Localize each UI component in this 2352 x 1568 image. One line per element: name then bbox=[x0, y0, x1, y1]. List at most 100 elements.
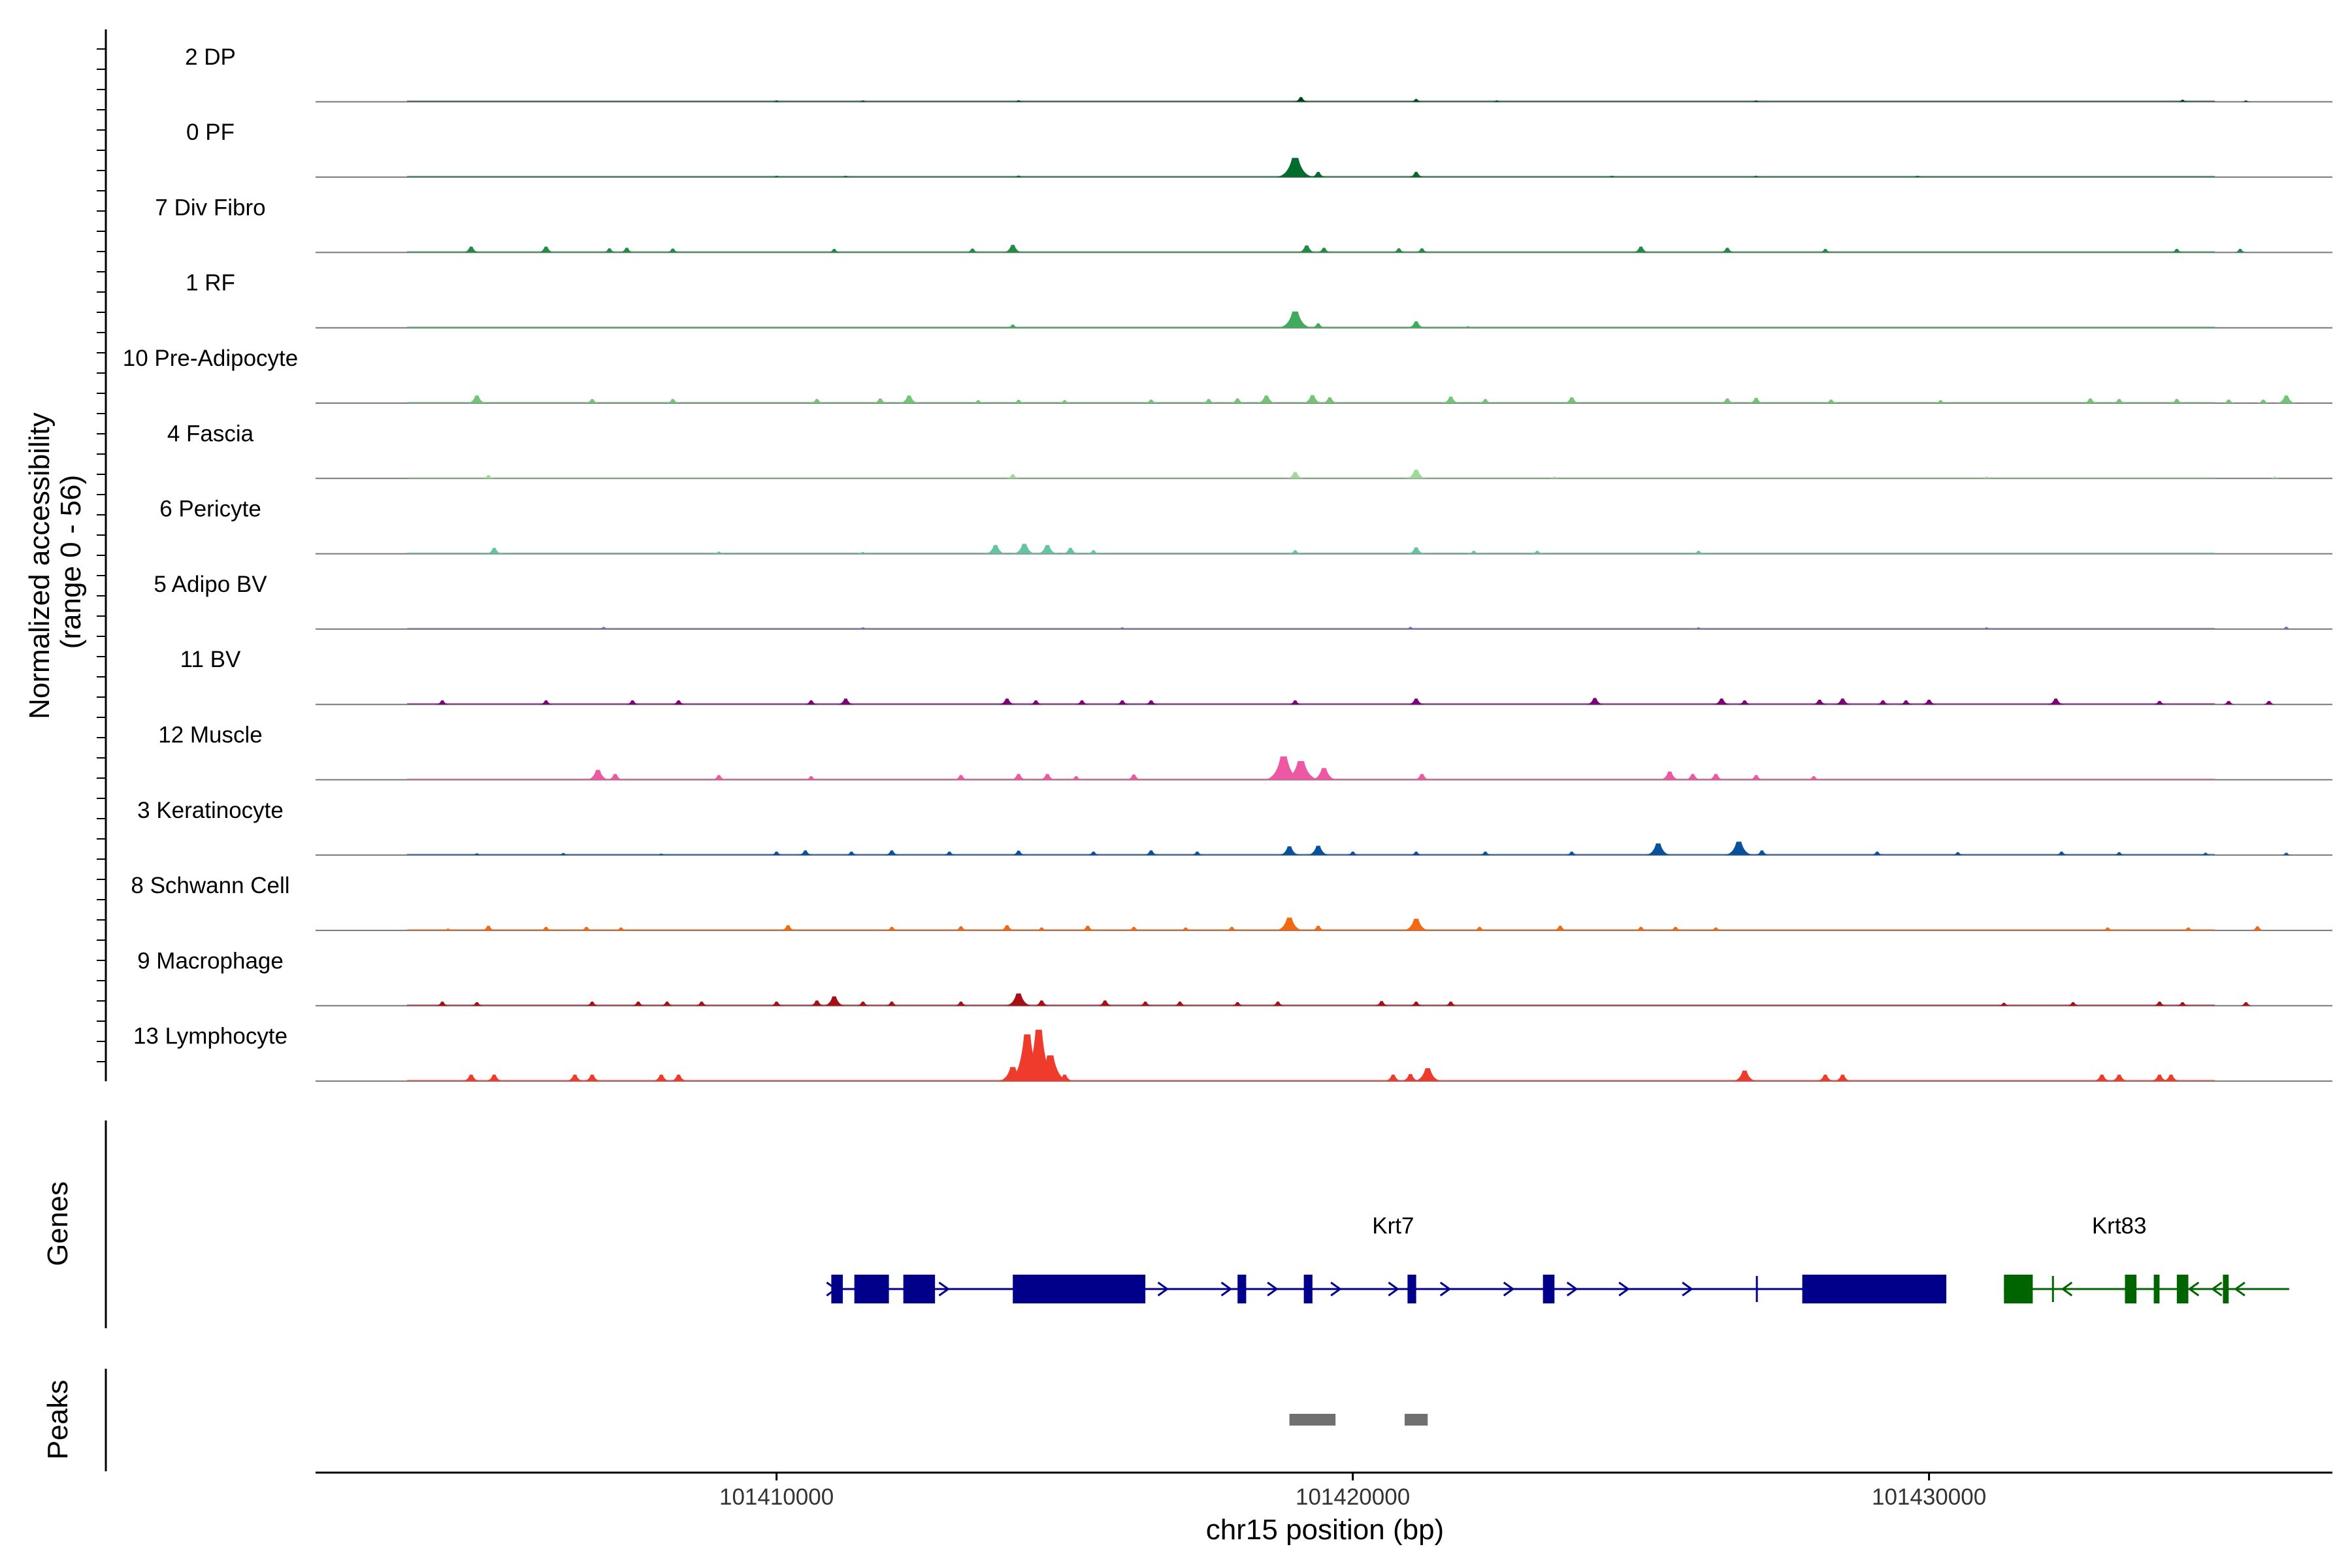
track-label: 9 Macrophage bbox=[137, 948, 284, 973]
coverage-peak bbox=[804, 776, 819, 780]
track-label: 6 Pericyte bbox=[159, 497, 261, 522]
coverage-peak bbox=[1658, 772, 1681, 780]
coverage-peak bbox=[434, 1002, 450, 1006]
coverage-peak bbox=[1754, 850, 1771, 855]
coverage-peak bbox=[2233, 249, 2247, 253]
coverage-peak bbox=[1478, 851, 1493, 855]
strand-arrow bbox=[2234, 1281, 2246, 1297]
coverage-peak bbox=[1747, 397, 1765, 403]
coverage-track: 9 Macrophage bbox=[137, 948, 2332, 1007]
coverage-peak bbox=[470, 1002, 484, 1006]
gene-exon bbox=[2125, 1275, 2137, 1303]
coverage-peak bbox=[2275, 395, 2297, 403]
strand-arrow bbox=[938, 1281, 950, 1297]
coverage-peak bbox=[1719, 248, 1736, 253]
coverage-peak bbox=[1137, 1002, 1153, 1006]
strand-arrow bbox=[1330, 1281, 1342, 1297]
coverage-peak bbox=[484, 1074, 504, 1081]
coverage-peak bbox=[1061, 547, 1080, 554]
coverage-peak bbox=[1270, 1002, 1286, 1006]
coverage-peak bbox=[965, 248, 980, 253]
coverage-peak bbox=[1115, 700, 1130, 705]
coverage-peak bbox=[1407, 172, 1425, 178]
coverage-peak bbox=[1013, 175, 1024, 178]
strand-arrow bbox=[1439, 1281, 1452, 1297]
coverage-track: 12 Muscle bbox=[158, 723, 2332, 781]
coverage-peak bbox=[1921, 700, 1938, 705]
coverage-peak bbox=[2280, 853, 2293, 855]
coverage-peak bbox=[1668, 926, 1683, 931]
coverage-peak bbox=[585, 770, 611, 780]
coverage-peak bbox=[2280, 627, 2293, 629]
coverage-peak bbox=[1912, 176, 1923, 178]
coverage-peak bbox=[2238, 1002, 2253, 1006]
coverage-peak bbox=[651, 1074, 672, 1081]
coverage-peak bbox=[1058, 400, 1071, 403]
coverage-peak bbox=[1288, 550, 1303, 554]
coverage-peak bbox=[1408, 1002, 1424, 1006]
track-noise bbox=[407, 100, 2215, 102]
coverage-peak bbox=[2112, 852, 2126, 855]
gene-exon bbox=[1303, 1275, 1313, 1303]
track-label: 5 Adipo BV bbox=[154, 572, 267, 597]
coverage-peak bbox=[2269, 476, 2281, 479]
strand-arrow bbox=[826, 1281, 838, 1297]
coverage-peak bbox=[694, 1002, 710, 1006]
coverage-peak bbox=[1287, 700, 1303, 705]
coverage-peak bbox=[1273, 917, 1305, 931]
strand-arrow bbox=[1682, 1281, 1693, 1297]
coverage-peak bbox=[840, 176, 851, 178]
coverage-peak bbox=[2151, 1002, 2168, 1006]
x-tick-label: 101430000 bbox=[1872, 1484, 1986, 1510]
coverage-peak bbox=[538, 926, 553, 931]
coverage-peak bbox=[1143, 700, 1159, 705]
coverage-peak bbox=[953, 926, 969, 931]
track-noise bbox=[407, 929, 2215, 931]
coverage-peak bbox=[1643, 843, 1673, 855]
coverage-peak bbox=[1409, 99, 1423, 102]
coverage-peak bbox=[1017, 1030, 1060, 1081]
gene-label: Krt7 bbox=[1372, 1213, 1414, 1239]
coverage-peak bbox=[656, 853, 667, 855]
coverage-peak bbox=[2249, 926, 2265, 931]
coverage-peak bbox=[2101, 927, 2115, 931]
coverage-peak bbox=[2221, 399, 2236, 403]
coverage-peak bbox=[1406, 547, 1426, 554]
coverage-peak bbox=[1305, 845, 1331, 855]
gene-exon bbox=[903, 1275, 936, 1303]
gene-exon bbox=[1013, 1275, 1146, 1303]
coverage-peak bbox=[771, 176, 782, 178]
coverage-peak bbox=[2161, 1074, 2181, 1081]
coverage-peak bbox=[836, 698, 855, 705]
coverage-peak bbox=[1033, 1000, 1051, 1006]
coverage-peak bbox=[1179, 927, 1192, 931]
coverage-peak bbox=[598, 627, 610, 629]
coverage-peak bbox=[1472, 926, 1487, 931]
coverage-peak bbox=[1401, 919, 1431, 931]
coverage-peak bbox=[668, 1074, 689, 1081]
coverage-peak bbox=[2175, 1002, 2190, 1006]
coverage-peak bbox=[1262, 756, 1305, 780]
coverage-peak bbox=[2109, 1074, 2129, 1081]
coverage-peak bbox=[1409, 851, 1424, 855]
coverage-peak bbox=[1316, 248, 1332, 253]
coverage-track: 7 Div Fibro bbox=[155, 195, 2332, 253]
coverage-peak bbox=[1737, 700, 1752, 705]
coverage-peak bbox=[1951, 852, 1965, 855]
track-noise bbox=[407, 1079, 2215, 1081]
coverage-peak bbox=[1691, 551, 1705, 554]
coverage-peak bbox=[1011, 544, 1037, 554]
coverage-peak bbox=[1934, 400, 1948, 403]
coverage-peak bbox=[1010, 851, 1027, 855]
coverage-peak bbox=[482, 475, 496, 479]
coverage-peak bbox=[565, 1074, 585, 1081]
coverage-peak bbox=[2170, 249, 2184, 253]
track-label: 12 Muscle bbox=[158, 723, 263, 748]
coverage-peak bbox=[1345, 851, 1360, 855]
track-label: 8 Schwann Cell bbox=[131, 873, 289, 898]
coverage-peak bbox=[1833, 698, 1852, 705]
coverage-peak bbox=[942, 851, 957, 855]
gene-exon bbox=[854, 1275, 889, 1303]
coverage-track: 8 Schwann Cell bbox=[131, 873, 2332, 932]
coverage-peak bbox=[671, 700, 687, 705]
